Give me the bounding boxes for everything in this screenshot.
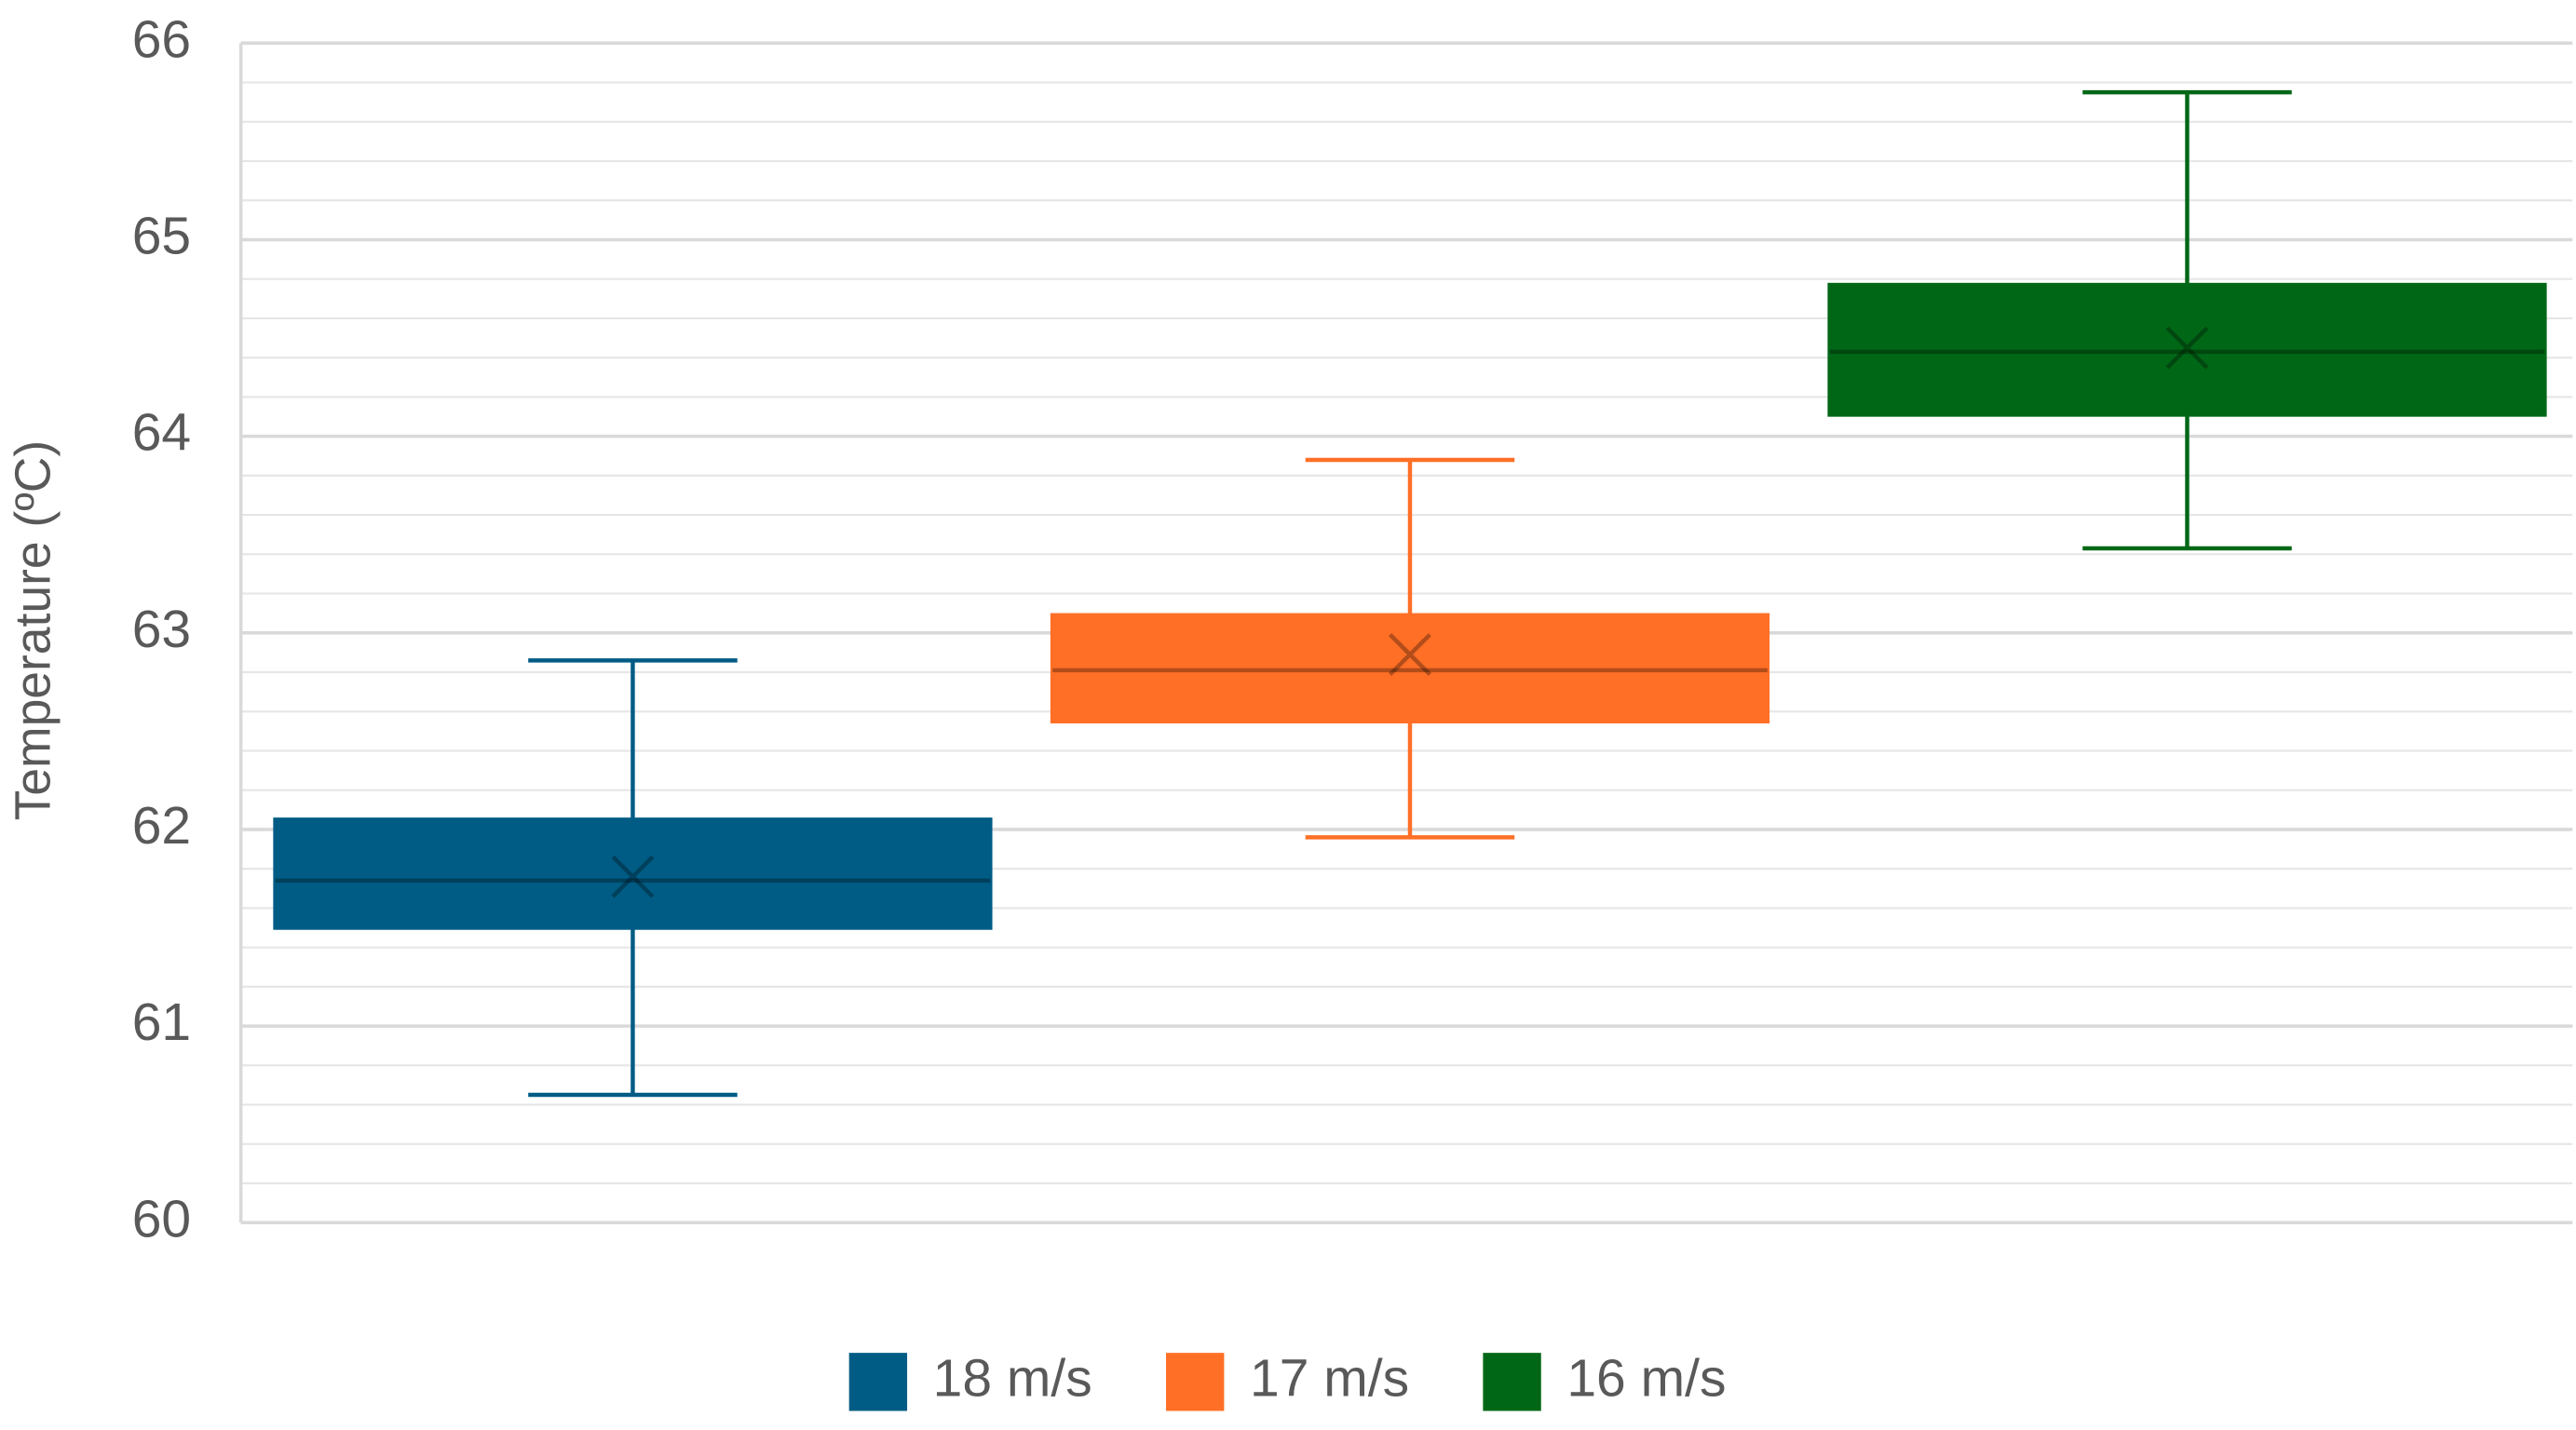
y-tick-label: 63 xyxy=(132,600,191,659)
box xyxy=(1050,613,1770,724)
y-tick-label: 64 xyxy=(132,403,191,463)
legend-swatch xyxy=(1166,1353,1225,1411)
legend-swatch xyxy=(1483,1353,1541,1411)
y-tick-label: 65 xyxy=(132,207,191,266)
y-tick-label: 61 xyxy=(132,992,191,1052)
box xyxy=(273,817,993,930)
y-tick-label: 60 xyxy=(132,1189,191,1248)
mean-marker xyxy=(2165,326,2209,370)
y-axis-title: Temperature (ºC) xyxy=(7,440,61,821)
legend-label: 18 m/s xyxy=(933,1348,1092,1408)
y-tick-label: 62 xyxy=(132,796,191,856)
box xyxy=(1827,282,2547,417)
mean-marker xyxy=(611,855,655,898)
mean-marker xyxy=(1389,633,1431,676)
y-tick-label: 66 xyxy=(132,9,191,69)
legend-swatch xyxy=(848,1353,908,1411)
legend-label: 17 m/s xyxy=(1250,1348,1409,1408)
legend-label: 16 m/s xyxy=(1566,1348,1726,1408)
